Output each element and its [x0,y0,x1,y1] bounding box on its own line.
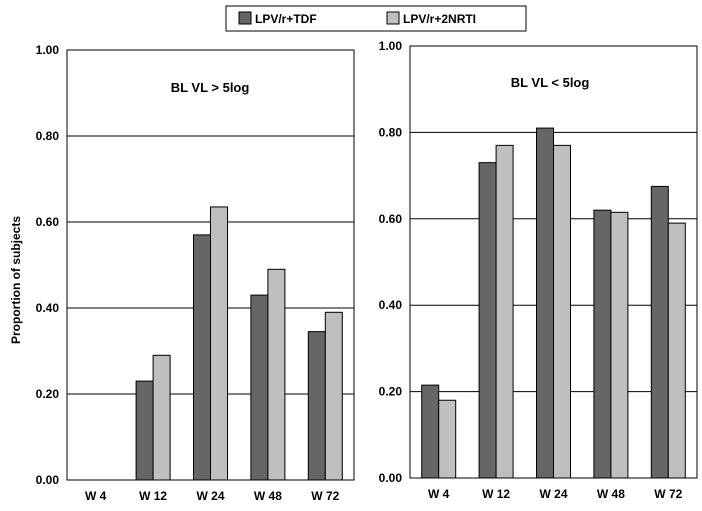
chart-panel-right: BL VL < 5log 0.00 0.20 0.40 0.60 0.80 1.00 W … [379,39,698,501]
bar-tdf-right [421,384,440,479]
y-tick-label-left: 1.00 [36,43,60,57]
legend-label-tdf: LPV/r+TDF [255,12,317,26]
bar-tdf-right [536,127,554,479]
y-tick-label-left: 0.60 [36,215,60,229]
bar-tdf-left [250,294,269,481]
x-tick-label-left: W 72 [311,489,339,503]
bar-tdf-left [307,331,326,481]
y-tick-label-right: 1.00 [379,39,403,53]
bar-2nrti-right [610,211,629,479]
y-tick-label-left: 0.00 [36,473,60,487]
bars-right [421,127,686,479]
y-tick-label-left: 0.40 [36,301,60,315]
plot-frame-left [66,49,355,481]
y-tick-label-right: 0.80 [379,125,403,139]
bar-tdf-right [650,185,669,479]
legend-label-2nrti: LPV/r+2NRTI [403,12,476,26]
bar-2nrti-right [438,399,457,479]
y-tick-label-right: 0.40 [379,298,403,312]
legend-swatch-tdf [238,11,252,25]
bar-tdf-left [193,234,211,481]
bar-tdf-left [135,380,154,481]
y-tick-label-left: 0.20 [36,387,60,401]
x-tick-label-left: W 12 [139,489,167,503]
chart-panel-left: Proportion of subjects BL VL > 5log 0.00… [9,43,355,503]
plot-frame-right [409,45,698,479]
bar-2nrti-left [210,206,228,481]
x-tick-label-right: W 12 [482,487,510,501]
x-tick-label-left: W 48 [254,489,282,503]
bar-tdf-right [593,209,612,479]
x-tick-label-left: W 24 [196,489,224,503]
y-tick-label-right: 0.00 [379,471,403,485]
bar-2nrti-left [152,354,171,481]
bars-left [135,206,343,481]
bar-tdf-right [478,162,497,479]
bar-2nrti-right [553,144,571,479]
y-ticks-right: 0.00 0.20 0.40 0.60 0.80 1.00 [379,39,403,485]
x-ticks-right: W 4 W 12 W 24 W 48 W 72 [428,487,683,501]
bar-2nrti-left [267,268,286,481]
x-tick-label-right: W 4 [428,487,450,501]
y-axis-title: Proportion of subjects [9,216,23,344]
legend-box [225,5,527,32]
x-tick-label-right: W 48 [597,487,625,501]
bar-2nrti-right [495,144,514,479]
bar-2nrti-left [324,311,343,481]
y-tick-label-right: 0.20 [379,385,403,399]
y-tick-label-right: 0.60 [379,212,403,226]
panel-title-left: BL VL > 5log [171,80,250,95]
legend-swatch-2nrti [386,11,400,25]
panel-title-right: BL VL < 5log [511,75,590,90]
x-tick-label-right: W 24 [539,487,567,501]
legend: LPV/r+TDF LPV/r+2NRTI [225,5,527,32]
x-tick-label-left: W 4 [85,489,107,503]
y-ticks-left: 0.00 0.20 0.40 0.60 0.80 1.00 [36,43,60,487]
x-ticks-left: W 4 W 12 W 24 W 48 W 72 [85,489,340,503]
bar-2nrti-right [667,222,686,479]
x-tick-label-right: W 72 [654,487,682,501]
y-tick-label-left: 0.80 [36,129,60,143]
